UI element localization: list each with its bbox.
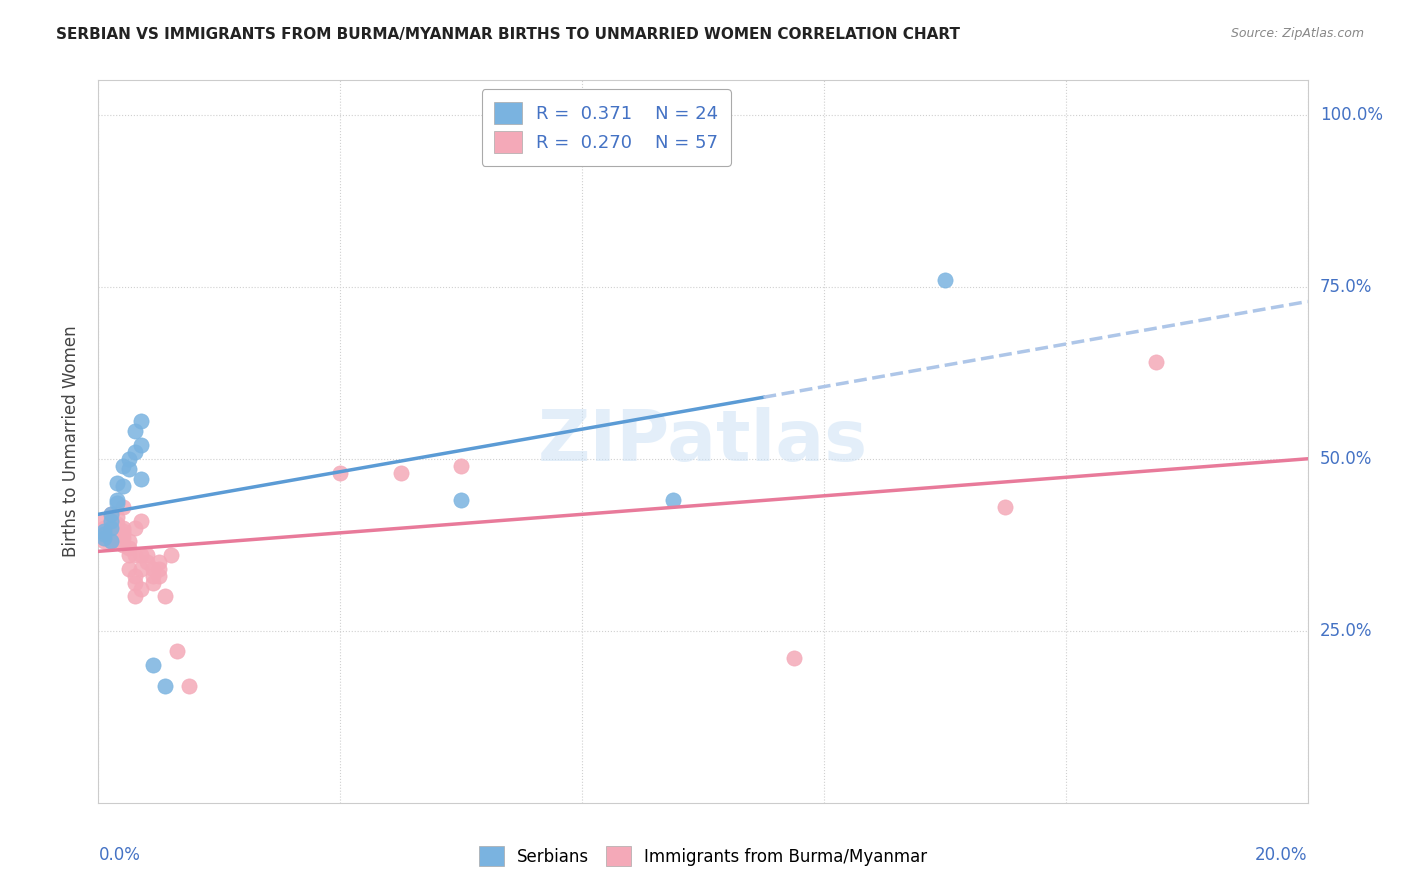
Point: [148, 562, 170, 576]
Point: [111, 527, 134, 541]
Point: [124, 424, 146, 438]
Point: [934, 273, 956, 287]
Point: [111, 531, 134, 545]
Point: [105, 524, 128, 538]
Point: [90, 527, 112, 541]
Point: [105, 475, 128, 490]
Point: [105, 531, 128, 545]
Point: [100, 517, 122, 532]
Point: [100, 514, 122, 528]
Point: [153, 590, 176, 604]
Point: [111, 458, 134, 473]
Point: [100, 507, 122, 521]
Point: [450, 493, 472, 508]
Y-axis label: Births to Unmarried Women: Births to Unmarried Women: [62, 326, 80, 558]
Point: [118, 462, 141, 476]
Point: [179, 679, 201, 693]
Point: [153, 679, 176, 693]
Point: [124, 590, 146, 604]
Point: [111, 500, 134, 514]
Point: [135, 555, 157, 569]
Point: [105, 496, 128, 510]
Point: [93, 531, 115, 545]
Point: [124, 445, 146, 459]
Point: [105, 534, 128, 549]
Point: [93, 527, 115, 541]
Point: [129, 438, 152, 452]
Point: [118, 548, 141, 562]
Point: [100, 520, 122, 534]
Point: [93, 524, 115, 538]
Point: [129, 472, 152, 486]
Point: [124, 568, 146, 582]
Text: 75.0%: 75.0%: [1320, 277, 1372, 296]
Point: [100, 520, 122, 534]
Point: [148, 555, 170, 569]
Point: [93, 514, 115, 528]
Text: 0.0%: 0.0%: [98, 847, 141, 864]
Legend: R =  0.371    N = 24, R =  0.270    N = 57: R = 0.371 N = 24, R = 0.270 N = 57: [482, 89, 731, 166]
Point: [129, 414, 152, 428]
Point: [93, 524, 115, 538]
Point: [329, 466, 352, 480]
Point: [142, 658, 165, 673]
Point: [129, 562, 152, 576]
Point: [118, 562, 141, 576]
Point: [105, 520, 128, 534]
Point: [105, 493, 128, 508]
Legend: Serbians, Immigrants from Burma/Myanmar: Serbians, Immigrants from Burma/Myanmar: [471, 838, 935, 875]
Point: [142, 575, 165, 590]
Point: [166, 644, 188, 658]
Point: [100, 527, 122, 541]
Point: [1144, 355, 1167, 369]
Point: [129, 548, 152, 562]
Point: [93, 534, 115, 549]
Text: 50.0%: 50.0%: [1320, 450, 1372, 467]
Text: 100.0%: 100.0%: [1320, 105, 1382, 124]
Point: [118, 451, 141, 466]
Point: [100, 534, 122, 549]
Point: [124, 575, 146, 590]
Point: [124, 520, 146, 534]
Point: [142, 568, 165, 582]
Point: [118, 534, 141, 549]
Point: [160, 548, 183, 562]
Point: [135, 548, 157, 562]
Text: ZIPatlas: ZIPatlas: [538, 407, 868, 476]
Point: [100, 534, 122, 549]
Point: [129, 514, 152, 528]
Point: [389, 466, 412, 480]
Point: [93, 531, 115, 545]
Point: [450, 458, 472, 473]
Point: [142, 562, 165, 576]
Text: SERBIAN VS IMMIGRANTS FROM BURMA/MYANMAR BIRTHS TO UNMARRIED WOMEN CORRELATION C: SERBIAN VS IMMIGRANTS FROM BURMA/MYANMAR…: [56, 27, 960, 42]
Text: 20.0%: 20.0%: [1256, 847, 1308, 864]
Text: Source: ZipAtlas.com: Source: ZipAtlas.com: [1230, 27, 1364, 40]
Point: [105, 517, 128, 532]
Point: [994, 500, 1017, 514]
Point: [105, 527, 128, 541]
Point: [111, 524, 134, 538]
Point: [111, 479, 134, 493]
Point: [100, 507, 122, 521]
Point: [105, 510, 128, 524]
Point: [111, 520, 134, 534]
Point: [100, 514, 122, 528]
Point: [100, 510, 122, 524]
Point: [124, 548, 146, 562]
Point: [129, 582, 152, 597]
Point: [783, 651, 806, 665]
Text: 25.0%: 25.0%: [1320, 622, 1372, 640]
Point: [148, 568, 170, 582]
Point: [93, 520, 115, 534]
Point: [661, 493, 683, 508]
Point: [111, 538, 134, 552]
Point: [118, 541, 141, 556]
